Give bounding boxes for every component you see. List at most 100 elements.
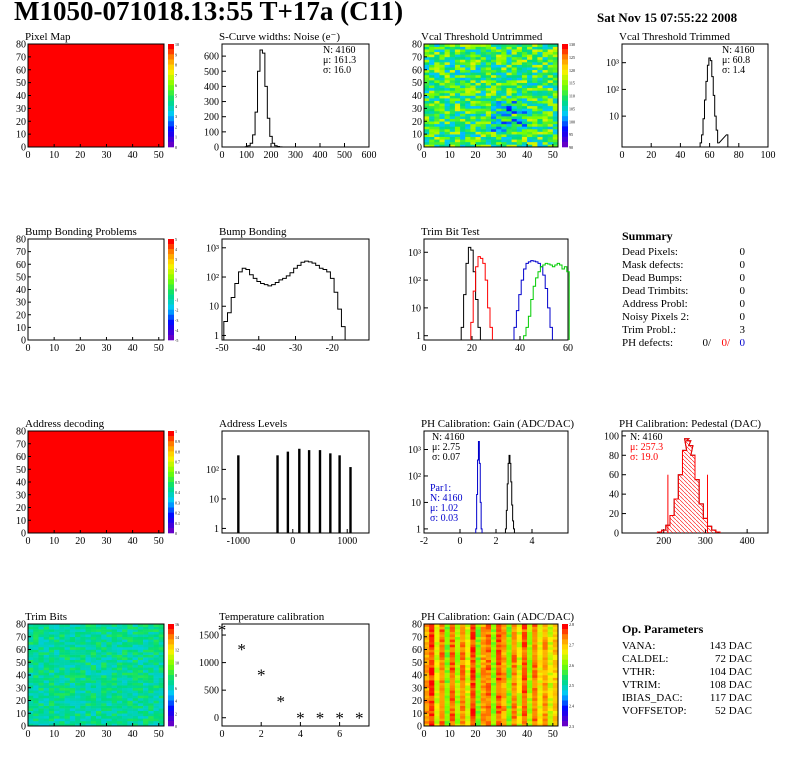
heatmap-cell <box>521 677 528 681</box>
heatmap-cell <box>75 629 81 632</box>
heatmap-cell <box>111 715 118 719</box>
heatmap-cell <box>143 710 149 714</box>
heatmap-cell <box>96 631 102 635</box>
heatmap-cell <box>485 126 492 130</box>
heatmap-cell <box>485 128 492 132</box>
palette-tick-label: 0.1 <box>175 521 180 526</box>
x-tick-label: 0 <box>422 343 427 354</box>
heatmap-cell <box>521 67 528 71</box>
heatmap-cell <box>506 126 512 130</box>
heatmap-cell <box>527 44 533 47</box>
heatmap-cell <box>143 652 149 655</box>
heatmap-cell <box>521 690 528 694</box>
heatmap-cell <box>501 95 507 99</box>
heatmap-cell <box>485 629 492 632</box>
heatmap-cell <box>460 90 466 94</box>
heatmap-cell <box>501 708 507 711</box>
heatmap-cell <box>424 715 430 719</box>
heatmap-cell <box>85 682 92 686</box>
heatmap-cell <box>449 624 456 627</box>
heatmap-cell <box>485 680 492 683</box>
y-tick-label: 500 <box>204 67 219 78</box>
heatmap-cell <box>491 708 497 711</box>
heatmap-cell <box>527 644 533 648</box>
heatmap-cell <box>64 659 71 663</box>
heatmap-cell <box>547 677 554 681</box>
heatmap-cell <box>547 695 554 699</box>
palette-segment <box>168 259 174 265</box>
heatmap-cell <box>485 49 492 53</box>
heatmap-cell <box>485 708 492 711</box>
palette-segment <box>562 49 568 55</box>
heatmap-cell <box>33 692 39 696</box>
heatmap-cell <box>552 62 559 65</box>
heatmap-cell <box>480 51 487 55</box>
heatmap-cell <box>38 680 44 683</box>
heatmap-cell <box>542 692 548 696</box>
palette-tick-label: 5 <box>175 237 177 242</box>
heatmap-cell <box>465 697 471 701</box>
heatmap-cell <box>465 131 471 135</box>
heatmap-cell <box>69 641 76 645</box>
heatmap-cell <box>454 680 461 683</box>
heatmap-cell <box>516 118 523 122</box>
heatmap-cell <box>454 74 461 78</box>
heatmap-cell <box>444 710 451 714</box>
heatmap-cell <box>454 105 461 109</box>
heatmap-cell <box>475 136 481 140</box>
heatmap-cell <box>480 720 487 724</box>
heatmap-cell <box>85 639 92 643</box>
y-tick-label: 40 <box>16 671 26 682</box>
heatmap-cell <box>33 646 39 650</box>
x-tick-label: 0 <box>422 150 427 161</box>
heatmap-cell <box>439 641 445 645</box>
heatmap-cell <box>449 667 456 671</box>
palette-tick-label: 2 <box>175 711 177 716</box>
heatmap-cell <box>511 641 518 645</box>
heatmap-cell <box>158 708 165 711</box>
heatmap-cell <box>516 62 523 65</box>
heatmap-cell <box>537 669 543 673</box>
heatmap-cell <box>475 657 481 660</box>
heatmap-cell <box>547 718 554 722</box>
heatmap-cell <box>454 64 461 68</box>
heatmap-cell <box>43 631 50 635</box>
heatmap-cell <box>449 139 456 143</box>
heatmap-cell <box>429 64 435 68</box>
heatmap-cell <box>69 703 76 706</box>
heatmap-cell <box>475 85 481 89</box>
heatmap-cell <box>465 649 471 653</box>
heatmap-cell <box>75 705 81 709</box>
heatmap-cell <box>485 56 492 60</box>
heatmap-cell <box>475 64 481 68</box>
heatmap-cell <box>28 641 34 645</box>
heatmap-cell <box>496 675 502 678</box>
heatmap-cell <box>424 90 430 94</box>
palette-tick-label: 120 <box>569 68 575 73</box>
heatmap-cell <box>480 144 487 148</box>
heatmap-cell <box>480 69 487 73</box>
x-tick-label: 30 <box>101 150 111 161</box>
heatmap-cell <box>85 657 92 660</box>
y-tick-label: 10 <box>16 323 26 334</box>
heatmap-cell <box>496 136 502 140</box>
heatmap-cell <box>33 682 39 686</box>
heatmap-cell <box>424 682 430 686</box>
heatmap-cell <box>475 54 481 58</box>
heatmap-cell <box>28 669 34 673</box>
heatmap-cell <box>470 98 476 101</box>
heatmap-cell <box>439 718 445 722</box>
heatmap-cell <box>80 720 86 724</box>
heatmap-cell <box>116 626 123 630</box>
heatmap-cell <box>434 659 440 663</box>
heatmap-cell <box>54 680 60 683</box>
heatmap-cell <box>69 705 76 709</box>
heatmap-cell <box>527 87 533 91</box>
heatmap-cell <box>552 626 559 630</box>
heatmap-cell <box>449 74 456 78</box>
palette-segment <box>168 59 174 65</box>
heatmap-cell <box>444 64 451 68</box>
heatmap-cell <box>64 667 71 671</box>
heatmap-cell <box>501 74 507 78</box>
